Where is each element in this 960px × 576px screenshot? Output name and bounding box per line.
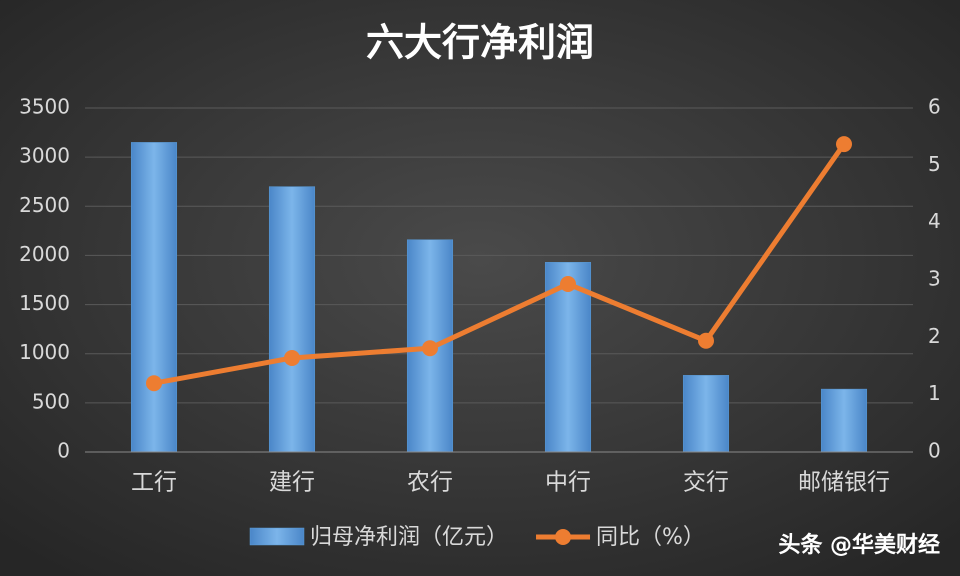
x-tick-label: 工行 <box>131 470 177 496</box>
y-tick-label: 2500 <box>19 193 70 217</box>
y2-tick-label: 3 <box>928 267 941 291</box>
y2-tick-label: 1 <box>928 381 941 405</box>
bar <box>682 375 730 453</box>
line-marker <box>560 276 576 293</box>
legend-label: 同比（%） <box>596 525 705 550</box>
y-tick-label: 1000 <box>19 340 70 364</box>
y2-tick-label: 6 <box>928 95 941 119</box>
line-marker <box>836 136 852 153</box>
y-tick-label: 500 <box>32 389 70 413</box>
legend-swatch <box>249 527 305 546</box>
y-tick-label: 3500 <box>19 95 70 119</box>
y2-tick-label: 2 <box>928 324 941 348</box>
x-tick-label: 邮储银行 <box>798 470 890 496</box>
chart-title: 六大行净利润 <box>366 20 594 65</box>
x-tick-label: 建行 <box>269 470 315 496</box>
line <box>153 142 847 386</box>
y-tick-label: 0 <box>57 439 70 463</box>
bar <box>268 186 316 453</box>
y2-tick-label: 0 <box>928 439 941 463</box>
legend-marker <box>555 529 572 545</box>
legend-label: 归母净利润（亿元） <box>310 525 508 550</box>
line-marker <box>284 349 300 366</box>
watermark: 头条 @华美财经 <box>778 532 940 558</box>
line-marker <box>698 332 714 349</box>
bar <box>544 262 592 453</box>
y-tick-label: 2000 <box>19 242 70 266</box>
x-tick-label: 交行 <box>683 470 729 496</box>
y2-tick-label: 4 <box>928 209 941 233</box>
x-tick-label: 农行 <box>407 470 453 496</box>
bar <box>130 142 178 453</box>
line-marker <box>146 375 162 392</box>
bar <box>820 388 868 453</box>
y-tick-label: 1500 <box>19 291 70 315</box>
y2-tick-label: 5 <box>928 152 941 176</box>
x-tick-label: 中行 <box>545 470 591 496</box>
y-tick-label: 3000 <box>19 144 70 168</box>
line-marker <box>422 340 438 357</box>
